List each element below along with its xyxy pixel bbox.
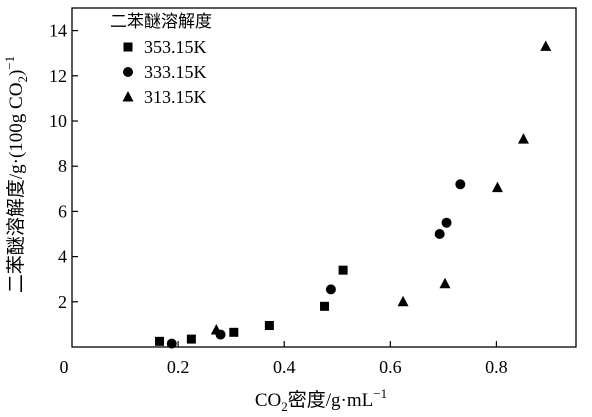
data-point (210, 324, 222, 335)
x-axis-label-subscript: 2 (281, 399, 288, 414)
data-point (540, 40, 552, 51)
y-tick-label: 8 (58, 156, 67, 176)
data-marks (155, 40, 552, 349)
y-axis-label-part-1: 二苯醚溶解度/g·(100g CO (5, 83, 27, 294)
legend-marker-triangle (122, 91, 134, 102)
legend-label: 353.15K (144, 37, 207, 57)
x-tick-label: 0 (60, 357, 69, 377)
axis-ticks: 0 0.2 0.4 0.6 0.8 2 4 6 8 10 12 14 (49, 21, 508, 377)
data-point (517, 133, 529, 144)
legend-title: 二苯醚溶解度 (110, 12, 212, 32)
y-tick-label: 6 (58, 201, 67, 221)
data-point (491, 181, 503, 193)
x-tick-label: 0.6 (379, 357, 402, 377)
y-tick-label: 4 (58, 247, 67, 267)
y-axis-label-part-2: ) (6, 70, 27, 76)
y-tick-label: 2 (58, 292, 67, 312)
data-point (397, 295, 409, 307)
x-axis-label: CO2密度/g·mL−1 (255, 386, 387, 414)
data-point (325, 284, 336, 295)
x-axis-label-superscript: −1 (373, 386, 387, 401)
data-point (320, 301, 330, 311)
series-square (155, 265, 348, 346)
x-axis-label-part-1: CO (255, 390, 281, 411)
x-axis-label-part-2: 密度/g·mL (288, 389, 374, 411)
y-tick-label: 10 (49, 111, 67, 131)
legend-label: 313.15K (144, 87, 207, 107)
y-tick-label: 12 (49, 66, 67, 86)
series-triangle (210, 40, 552, 335)
x-tick-label: 0.8 (485, 357, 508, 377)
data-point (439, 277, 451, 289)
y-axis-label-subscript: 2 (15, 76, 30, 83)
data-point (186, 334, 196, 344)
x-tick-label: 0.2 (167, 357, 190, 377)
data-point (455, 179, 466, 190)
legend: 二苯醚溶解度 353.15K 333.15K 313.15K (110, 12, 212, 107)
x-tick-label: 0.4 (273, 357, 296, 377)
legend-label: 333.15K (144, 62, 207, 82)
y-axis-label: 二苯醚溶解度/g·(100g CO2)−1 (2, 56, 30, 293)
data-point (229, 327, 239, 337)
legend-marker-square (123, 42, 133, 52)
data-point (264, 321, 274, 331)
series-circle (166, 179, 466, 349)
data-point (434, 229, 445, 239)
axes (71, 7, 577, 348)
data-point (338, 265, 348, 275)
y-axis-label-superscript: −1 (2, 56, 17, 70)
plot-frame (71, 7, 577, 348)
legend-marker-circle (123, 67, 133, 77)
data-point (441, 217, 452, 228)
data-point (166, 338, 177, 349)
data-point (155, 336, 165, 346)
y-tick-label: 14 (49, 21, 67, 41)
